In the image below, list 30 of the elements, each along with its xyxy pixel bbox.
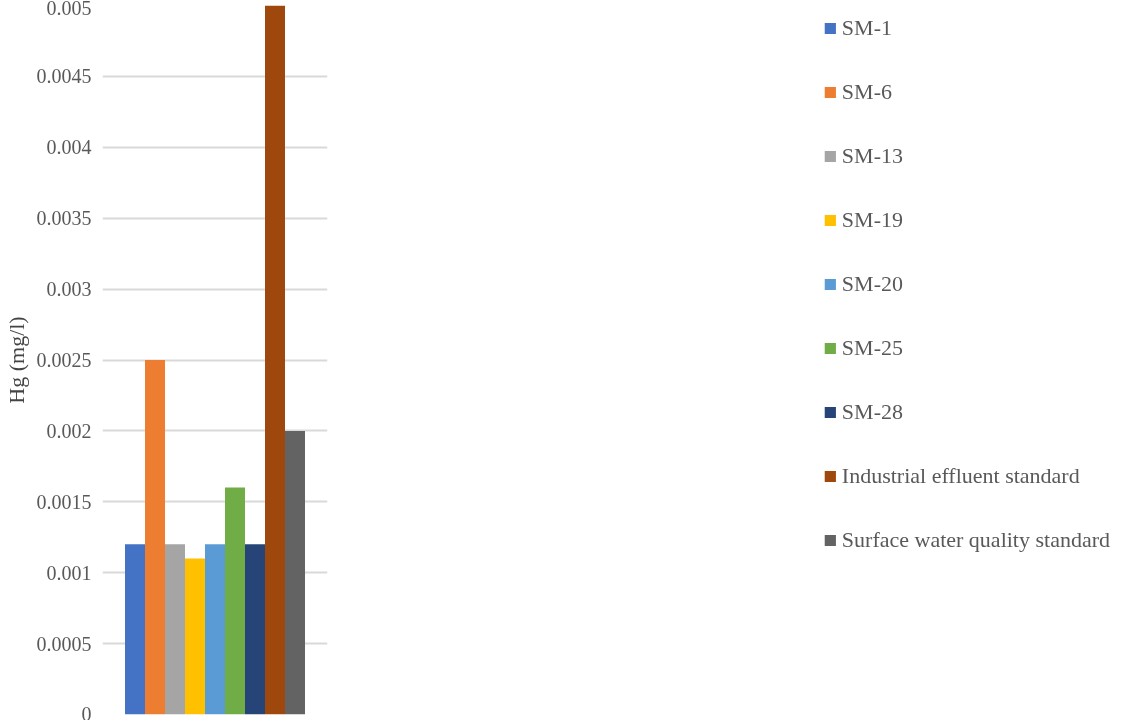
legend-label: SM-28: [841, 399, 903, 425]
legend-label: SM-20: [841, 271, 903, 297]
y-axis-title: Hg (mg/l): [3, 316, 29, 404]
y-tick-label: 0.005: [46, 0, 92, 19]
y-tick-label: 0.003: [46, 278, 92, 301]
legend-label: SM-6: [841, 79, 892, 105]
y-tick-label: 0.001: [46, 561, 92, 584]
bar: [185, 558, 205, 715]
y-tick-label: 0.0015: [36, 490, 92, 513]
legend-label: SM-19: [841, 207, 903, 233]
y-tick-label: 0.004: [46, 136, 92, 159]
legend-label: Surface water quality standard: [841, 527, 1110, 553]
bar: [125, 544, 145, 715]
y-tick-label: 0.0045: [36, 65, 92, 88]
legend-label: SM-25: [841, 335, 903, 361]
legend-label: Industrial effluent standard: [841, 463, 1080, 489]
bar: [165, 544, 185, 715]
y-tick-label: 0.002: [46, 419, 92, 442]
y-tick-label: 0.0035: [36, 207, 92, 230]
bar: [225, 487, 245, 715]
legend-label: SM-13: [841, 143, 903, 169]
bar: [205, 544, 225, 715]
legend-label: SM-1: [841, 15, 892, 41]
bar: [245, 544, 265, 715]
y-tick-label: 0.0005: [36, 632, 92, 655]
bar: [145, 360, 165, 715]
y-tick-label: 0: [81, 702, 92, 724]
y-tick-label: 0.0025: [36, 349, 92, 371]
bar: [285, 430, 305, 715]
bar: [265, 5, 285, 715]
